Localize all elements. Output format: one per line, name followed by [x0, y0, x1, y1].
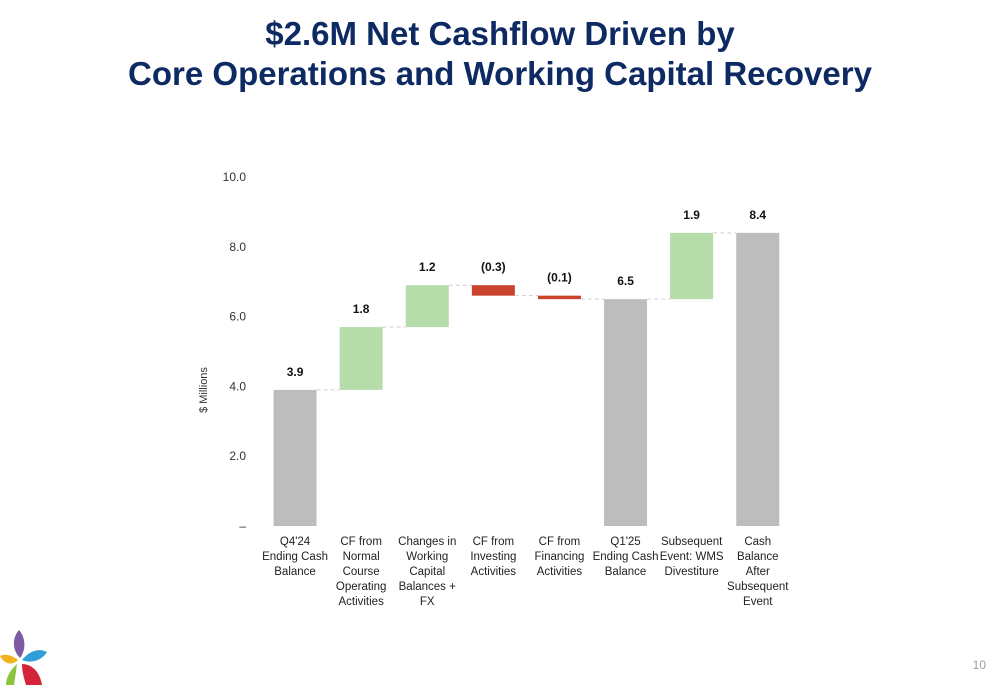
- category-label-line: Working: [406, 551, 448, 563]
- category-label-line: Balance: [605, 566, 647, 578]
- category-label-line: Subsequent: [727, 581, 789, 593]
- category-label-line: Activities: [537, 566, 583, 578]
- category-label: Cash Balance After Subsequent Event: [727, 536, 789, 608]
- category-label: Q1'25 Ending Cash Balance: [593, 536, 659, 578]
- category-label: Q4'24 Ending Cash Balance: [262, 536, 328, 578]
- category-label-line: Event: WMS: [660, 551, 724, 563]
- category-label: CF from Investing Activities: [470, 536, 516, 578]
- data-label: 1.2: [419, 260, 436, 274]
- data-label: 1.9: [683, 208, 700, 222]
- bar-increase: [670, 232, 714, 300]
- bar-decrease: [537, 295, 581, 300]
- data-label: (0.3): [481, 260, 506, 274]
- category-label-line: Balance: [737, 551, 779, 563]
- category-label-line: Balance: [274, 566, 316, 578]
- bar-decrease: [471, 285, 515, 296]
- category-label-line: Cash: [744, 536, 771, 548]
- category-label-line: CF from: [539, 536, 581, 548]
- data-label: 1.8: [353, 302, 370, 316]
- bar-increase: [405, 285, 449, 328]
- data-label: (0.1): [547, 271, 572, 285]
- category-label-line: Capital: [409, 566, 445, 578]
- category-label-line: Financing: [535, 551, 585, 563]
- category-label-line: CF from: [473, 536, 515, 548]
- y-tick-label: 4.0: [229, 379, 246, 393]
- category-label-line: Activities: [338, 596, 384, 608]
- category-label-line: Q1'25: [610, 536, 640, 548]
- category-label-line: Divestiture: [664, 566, 718, 578]
- y-tick-label: 8.0: [229, 240, 246, 254]
- data-label: 6.5: [617, 274, 634, 288]
- category-label: Subsequent Event: WMS Divestiture: [660, 536, 724, 578]
- data-label: 3.9: [287, 365, 304, 379]
- bar-total: [273, 389, 317, 526]
- category-label-line: After: [746, 566, 770, 578]
- category-label-line: CF from: [340, 536, 382, 548]
- bar-total: [736, 232, 780, 526]
- y-tick-label: 10.0: [223, 170, 247, 184]
- category-label-line: Normal: [343, 551, 380, 563]
- category-label-line: Subsequent: [661, 536, 723, 548]
- page-title: $2.6M Net Cashflow Driven by Core Operat…: [0, 14, 1000, 94]
- category-label-line: FX: [420, 596, 435, 608]
- title-line-1: $2.6M Net Cashflow Driven by: [265, 15, 735, 52]
- y-tick-label: 2.0: [229, 449, 246, 463]
- category-label-line: Ending Cash: [262, 551, 328, 563]
- company-logo-icon: [0, 630, 47, 685]
- category-label: CF from Normal Course Operating Activities: [336, 536, 387, 608]
- data-label: 8.4: [749, 208, 766, 222]
- bar-increase: [339, 327, 383, 390]
- y-tick-label: 6.0: [229, 310, 246, 324]
- category-label-line: Ending Cash: [593, 551, 659, 563]
- category-label-line: Event: [743, 596, 773, 608]
- category-label-line: Operating: [336, 581, 387, 593]
- y-axis-label: $ Millions: [198, 367, 210, 413]
- page-number: 10: [972, 658, 986, 672]
- title-line-2: Core Operations and Working Capital Reco…: [128, 55, 872, 92]
- category-label-line: Changes in: [398, 536, 456, 548]
- category-label-line: Activities: [471, 566, 517, 578]
- category-label-line: Balances +: [399, 581, 457, 593]
- bar-total: [604, 299, 648, 526]
- y-tick-label: –: [239, 519, 246, 533]
- category-label-line: Course: [343, 566, 380, 578]
- category-label-line: Q4'24: [280, 536, 311, 548]
- category-label: Changes in Working Capital Balances + FX: [398, 536, 456, 608]
- category-label: CF from Financing Activities: [535, 536, 585, 578]
- category-label-line: Investing: [470, 551, 516, 563]
